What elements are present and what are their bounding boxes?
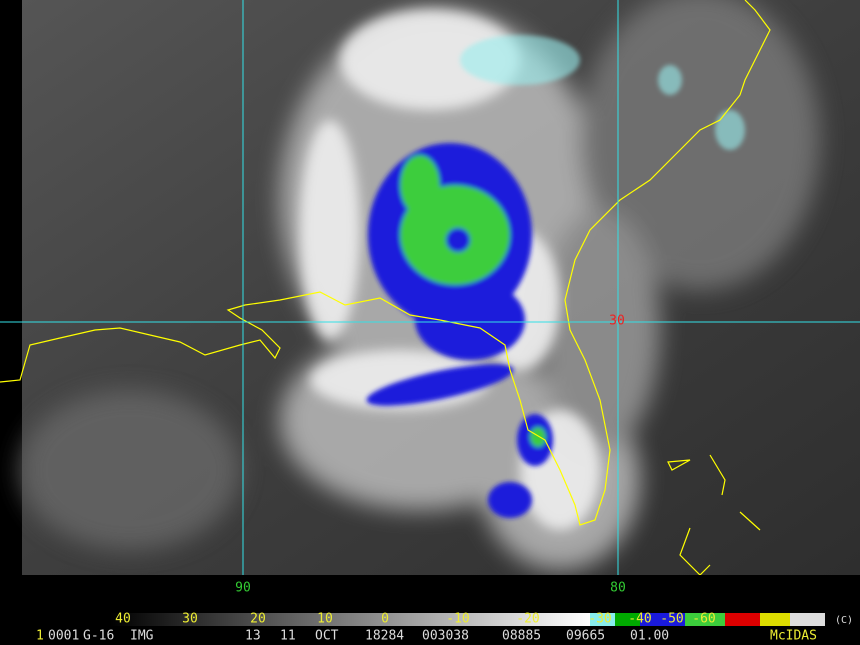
color-scale-label: 0 — [381, 612, 389, 627]
color-scale-label: -60 — [692, 612, 715, 627]
status-field: McIDAS — [770, 629, 817, 644]
color-scale-label: -40 — [628, 612, 651, 627]
copyright: (C) — [835, 615, 853, 626]
color-scale-label: 40 — [115, 612, 131, 627]
status-field: 0001 — [48, 629, 79, 644]
status-field: OCT — [315, 629, 339, 644]
status-field: 18284 — [365, 629, 404, 644]
status-field: 1 — [36, 629, 44, 644]
status-field: 11 — [280, 629, 296, 644]
color-scale-label: -20 — [516, 612, 539, 627]
status-field: 08885 — [502, 629, 541, 644]
latitude-label: 30 — [609, 314, 625, 329]
color-bar — [110, 613, 825, 626]
status-field: 13 — [245, 629, 261, 644]
color-scale-label: -30 — [588, 612, 611, 627]
status-field: IMG — [130, 629, 154, 644]
status-field: 09665 — [566, 629, 605, 644]
color-scale-label: 20 — [250, 612, 266, 627]
bottom-panel — [0, 575, 860, 645]
status-field: G-16 — [83, 629, 114, 644]
color-scale-label: -50 — [660, 612, 683, 627]
status-field: 01.00 — [630, 629, 669, 644]
color-scale-label: 10 — [317, 612, 333, 627]
color-scale-label: -10 — [446, 612, 469, 627]
longitude-label: 90 — [235, 581, 251, 596]
imagery — [0, 0, 860, 620]
color-scale-label: 30 — [182, 612, 198, 627]
status-field: 003038 — [422, 629, 469, 644]
longitude-label: 80 — [610, 581, 626, 596]
